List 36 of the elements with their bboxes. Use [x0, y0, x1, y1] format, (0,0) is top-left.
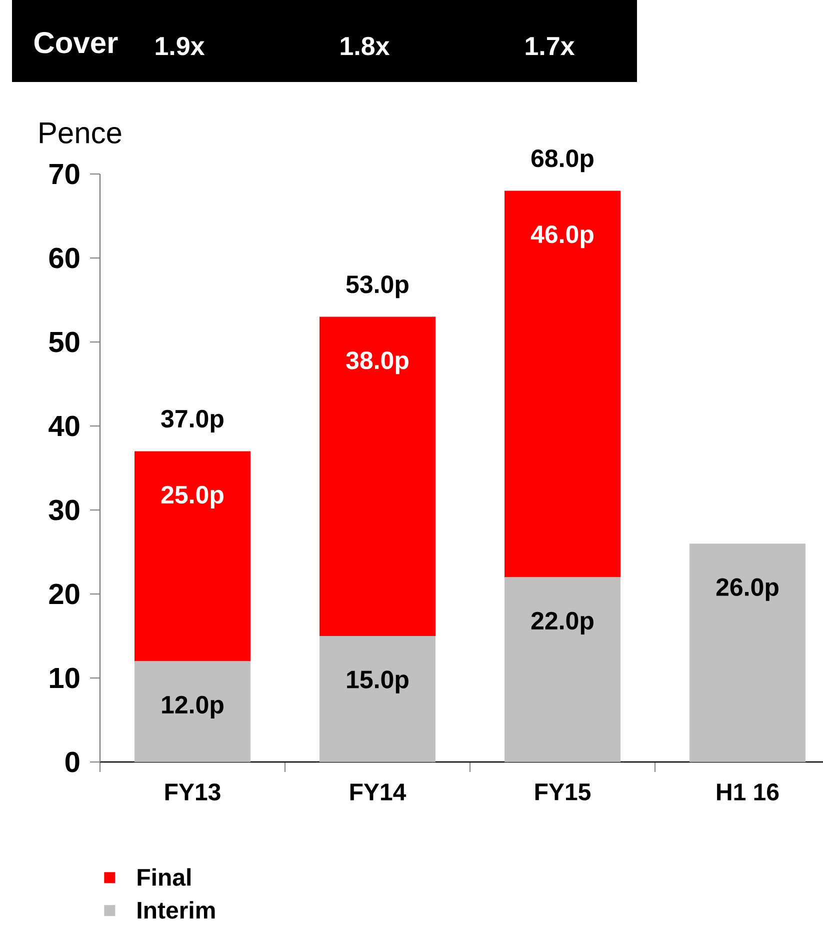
data-label: 46.0p [530, 225, 594, 248]
legend-label: Interim [138, 901, 215, 919]
bar [504, 577, 620, 762]
legend-label: Final [138, 868, 190, 886]
x-tick-label: FY15 [535, 784, 591, 800]
y-tick-label: 20 [49, 584, 80, 604]
y-tick-label: 0 [65, 752, 80, 772]
data-label: 26.0p [716, 578, 778, 601]
text: 1.9x [156, 36, 205, 56]
x-tick-label: FY13 [165, 783, 220, 801]
y-tick-label: 50 [49, 332, 80, 352]
y-tick-label: 10 [50, 668, 80, 688]
data-label: 12.0p [162, 696, 224, 719]
data-label: 15.0p [347, 670, 408, 694]
y-tick-label: 60 [49, 248, 80, 268]
bar [320, 636, 436, 762]
bar [504, 190, 620, 578]
x-tick-label: H1 16 [717, 784, 779, 800]
total-label: 68.0p [531, 149, 594, 172]
total-label: 37.0p [161, 410, 224, 433]
data-label: 25.0p [161, 486, 224, 509]
y-tick-label: 30 [48, 500, 80, 520]
bar [690, 544, 806, 762]
data-label: 22.0p [531, 612, 594, 635]
bar [320, 316, 436, 636]
y-tick-label: 70 [49, 164, 80, 184]
text: Cover [34, 32, 118, 54]
y-tick-label: 40 [48, 416, 80, 436]
bar [134, 451, 250, 662]
total-label: 53.0p [346, 275, 408, 298]
text: 1.7x [526, 37, 575, 55]
bar [134, 661, 250, 762]
y-axis-title: Pence [40, 122, 122, 144]
x-tick-label: FY14 [350, 784, 406, 800]
text: 1.8x [340, 36, 390, 56]
data-label: 38.0p [346, 351, 408, 374]
